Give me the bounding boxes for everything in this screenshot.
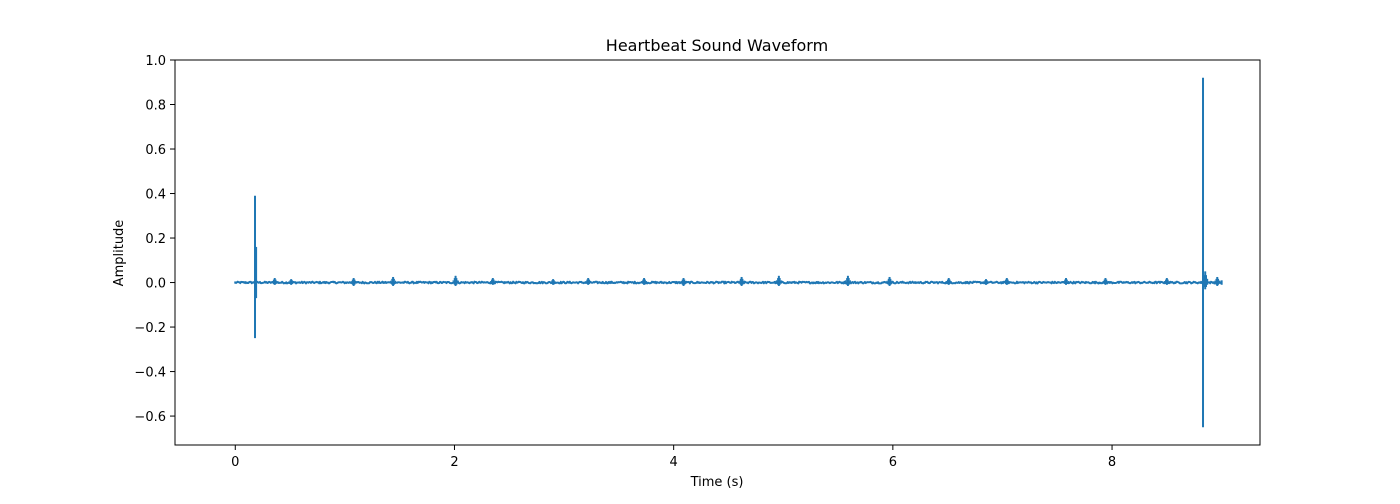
x-tick-label: 6 [889,455,897,470]
chart-title: Heartbeat Sound Waveform [606,36,828,55]
y-tick-label: 0.2 [145,232,166,247]
y-tick-label: 0.6 [145,143,166,158]
x-tick-label: 2 [450,455,458,470]
x-tick-label: 8 [1108,455,1116,470]
x-tick-label: 4 [670,455,678,470]
y-tick-label: 0.4 [145,188,166,203]
axes-frame [174,59,1261,446]
y-axis-ticks: −0.6 −0.4 −0.2 0.0 0.2 0.4 0.6 0.8 1.0 [134,54,175,425]
y-tick-label: 1.0 [145,54,166,69]
y-tick-label: 0.0 [145,277,166,292]
waveform-baseline [234,280,1223,285]
x-tick-label: 0 [231,455,239,470]
y-tick-label: −0.6 [134,410,166,425]
y-tick-label: −0.2 [134,321,166,336]
y-tick-label: −0.4 [134,366,166,381]
y-axis-label: Amplitude [112,220,127,287]
plot-area [234,77,1223,428]
x-axis-label: Time (s) [690,475,744,490]
y-tick-label: 0.8 [145,99,166,114]
x-axis-ticks: 0 2 4 6 8 [231,445,1116,470]
